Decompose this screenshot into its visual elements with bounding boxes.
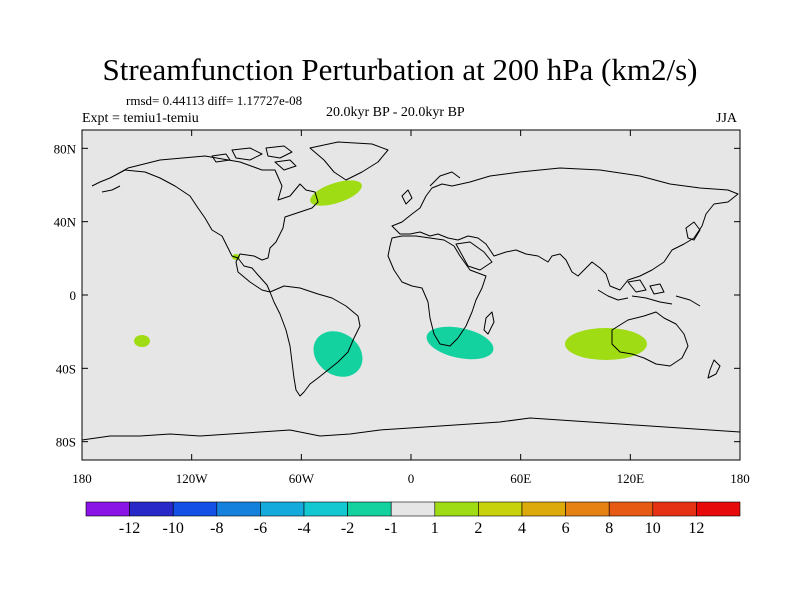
- y-tick-label: 0: [70, 288, 77, 303]
- y-tick-label: 40S: [56, 361, 76, 376]
- y-tick-label: 80S: [56, 435, 76, 450]
- coast-antarctica: [81, 417, 741, 441]
- coast-africa: [387, 235, 487, 347]
- plot-title: Streamfunction Perturbation at 200 hPa (…: [102, 52, 698, 87]
- colorbar-swatch: [129, 501, 174, 517]
- anomaly-layer: [134, 180, 647, 377]
- anomaly-south-pacific: [134, 335, 150, 347]
- colorbar-label: 6: [562, 520, 570, 537]
- colorbar-swatch: [85, 501, 130, 517]
- x-tick-label: 60W: [289, 471, 315, 486]
- colorbar-swatch: [434, 501, 479, 517]
- anomaly-southern-africa: [426, 326, 494, 360]
- coast-scandinavia-uk: [401, 171, 461, 205]
- coast-madagascar: [483, 311, 495, 335]
- coast-eurasia: [391, 167, 739, 291]
- colorbar-label: -2: [341, 520, 354, 537]
- map-background: [82, 130, 740, 460]
- colorbar-swatch: [696, 501, 741, 517]
- colorbar-swatch: [608, 501, 654, 517]
- anomaly-south-america: [313, 331, 363, 377]
- period-label: 20.0kyr BP - 20.0kyr BP: [326, 105, 465, 120]
- colorbar-swatch: [303, 501, 348, 517]
- y-tick-label: 40N: [54, 215, 77, 230]
- coast-japan: [685, 221, 701, 241]
- colorbar-label: 1: [431, 520, 439, 537]
- coastlines: [81, 141, 741, 441]
- coast-south-america: [269, 285, 361, 397]
- x-tick-label: 120E: [617, 471, 645, 486]
- colorbar-swatch: [390, 501, 436, 517]
- colorbar-label: -4: [297, 520, 310, 537]
- anomaly-indian-ocean-australia: [565, 328, 647, 360]
- x-tick-label: 180: [72, 471, 92, 486]
- colorbar-swatch: [260, 501, 305, 517]
- coast-arabia: [455, 241, 493, 271]
- colorbar-swatch: [172, 501, 218, 517]
- coast-maritime-continent: [597, 279, 701, 307]
- map-axes: 180 120W 60W 0 60E 120E 180 80N 40N 0 40S 80S: [54, 130, 750, 486]
- coast-alaska-islands: [91, 177, 121, 193]
- coast-arctic-islands: [211, 145, 297, 171]
- season-label: JJA: [716, 111, 738, 126]
- colorbar: -12 -10 -8 -6 -4 -2 -1 1 2 4 6 8 10 12: [85, 501, 741, 537]
- colorbar-label: -8: [210, 520, 223, 537]
- x-tick-label: 180: [730, 471, 750, 486]
- stats-label: rmsd= 0.44113 diff= 1.17727e-08: [126, 93, 303, 108]
- coast-australia: [611, 311, 689, 367]
- colorbar-label: -12: [119, 520, 140, 537]
- x-tick-label: 0: [408, 471, 415, 486]
- colorbar-label: 8: [605, 520, 613, 537]
- colorbar-swatch: [565, 501, 610, 517]
- x-tick-label: 120W: [176, 471, 209, 486]
- colorbar-swatch: [478, 501, 523, 517]
- colorbar-label: 10: [645, 520, 661, 537]
- colorbar-label: -1: [385, 520, 398, 537]
- colorbar-label: -6: [254, 520, 267, 537]
- coast-north-america: [109, 155, 319, 293]
- colorbar-swatch: [216, 501, 261, 517]
- colorbar-swatch: [652, 501, 697, 517]
- x-tick-label: 60E: [510, 471, 531, 486]
- colorbar-label: -10: [163, 520, 184, 537]
- anomaly-north-atlantic: [310, 180, 362, 206]
- colorbar-swatch: [521, 501, 566, 517]
- y-tick-label: 80N: [54, 141, 77, 156]
- coast-new-zealand: [707, 359, 721, 379]
- colorbar-label: 2: [474, 520, 482, 537]
- colorbar-label: 12: [688, 520, 704, 537]
- colorbar-label: 4: [518, 520, 526, 537]
- colorbar-swatch: [347, 501, 392, 517]
- coast-greenland: [309, 141, 389, 181]
- experiment-label: Expt = temiu1-temiu: [82, 111, 199, 126]
